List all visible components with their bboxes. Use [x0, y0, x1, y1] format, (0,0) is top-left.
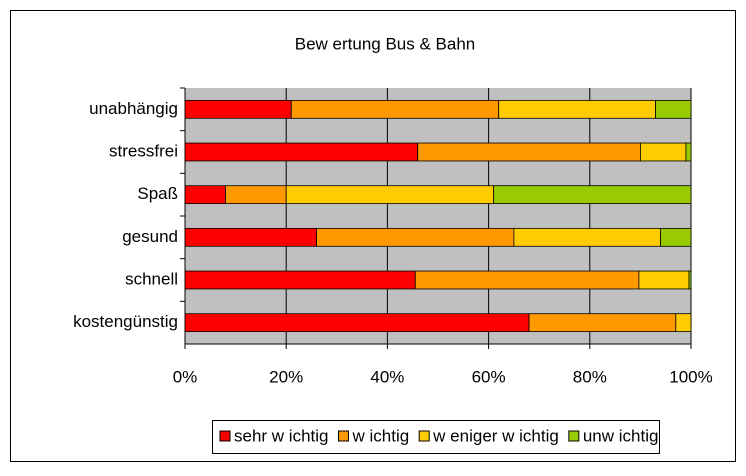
- y-tick-label: Spaß: [137, 184, 178, 203]
- y-tick-label: unabhängig: [89, 99, 178, 118]
- bar-segment: [184, 99, 292, 119]
- x-tick-label: 80%: [573, 367, 607, 386]
- bar-segment: [638, 270, 690, 290]
- bar-segment: [675, 313, 692, 333]
- legend-box: [212, 420, 660, 454]
- bar-segment: [493, 185, 692, 205]
- legend-label: sehr w ichtig: [234, 426, 328, 445]
- bar-segment: [225, 185, 287, 205]
- plot-area: [185, 88, 691, 344]
- legend-swatch: [568, 430, 580, 442]
- legend-label: w ichtig: [351, 426, 409, 445]
- legend-label: w eniger w ichtig: [432, 426, 559, 445]
- bar-segment: [655, 99, 692, 119]
- legend-label: unw ichtig: [583, 426, 659, 445]
- x-tick-label: 40%: [370, 367, 404, 386]
- bar-segment: [660, 227, 692, 247]
- bar-segment: [640, 142, 687, 162]
- chart-title: Bew ertung Bus & Bahn: [295, 34, 476, 53]
- x-tick-label: 60%: [472, 367, 506, 386]
- bar-segment: [184, 185, 226, 205]
- legend-swatch: [219, 430, 231, 442]
- bar-segment: [184, 142, 419, 162]
- legend-swatch: [418, 430, 430, 442]
- bar-segment: [685, 142, 692, 162]
- x-tick-label: 0%: [173, 367, 198, 386]
- bar-segment: [528, 313, 677, 333]
- bar-segment: [184, 227, 317, 247]
- bar-segment: [290, 99, 500, 119]
- bar-segment: [688, 270, 692, 290]
- x-tick-label: 20%: [269, 367, 303, 386]
- bar-segment: [184, 270, 416, 290]
- y-tick-label: gesund: [122, 227, 178, 246]
- bar-segment: [513, 227, 662, 247]
- x-tick-label: 100%: [669, 367, 712, 386]
- legend-swatch: [337, 430, 349, 442]
- bar-segment: [498, 99, 656, 119]
- bar-segment: [417, 142, 641, 162]
- bar-segment: [285, 185, 495, 205]
- y-tick-label: stressfrei: [109, 141, 178, 160]
- y-tick-label: schnell: [125, 269, 178, 288]
- bar-segment: [316, 227, 515, 247]
- bar-segment: [414, 270, 640, 290]
- y-tick-label: kostengünstig: [73, 312, 178, 331]
- bar-segment: [184, 313, 530, 333]
